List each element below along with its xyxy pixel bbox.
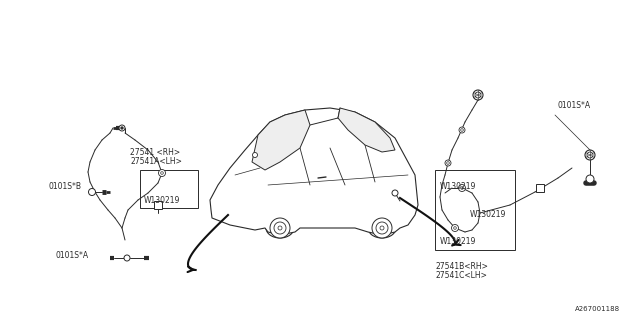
- Circle shape: [124, 255, 130, 261]
- Circle shape: [458, 185, 465, 191]
- Circle shape: [253, 153, 257, 157]
- Circle shape: [473, 90, 483, 100]
- Circle shape: [159, 170, 166, 177]
- Circle shape: [270, 218, 290, 238]
- Text: 27541C<LH>: 27541C<LH>: [435, 271, 487, 280]
- Text: 27541 <RH>: 27541 <RH>: [130, 148, 180, 157]
- Text: 0101S*B: 0101S*B: [48, 181, 81, 190]
- Circle shape: [392, 190, 398, 196]
- Bar: [536, 184, 544, 192]
- Text: W130219: W130219: [144, 196, 180, 205]
- Circle shape: [119, 125, 125, 131]
- Bar: [140, 170, 198, 208]
- Circle shape: [274, 222, 286, 234]
- Circle shape: [376, 222, 388, 234]
- Circle shape: [461, 129, 463, 131]
- Circle shape: [88, 188, 95, 196]
- Circle shape: [121, 127, 124, 129]
- Text: 0101S*A: 0101S*A: [558, 100, 591, 109]
- Text: 27541A<LH>: 27541A<LH>: [130, 157, 182, 166]
- Circle shape: [459, 127, 465, 133]
- Text: W130219: W130219: [470, 210, 506, 219]
- Circle shape: [461, 187, 463, 189]
- Text: A267001188: A267001188: [575, 306, 620, 312]
- Circle shape: [372, 218, 392, 238]
- Circle shape: [380, 226, 384, 230]
- Circle shape: [445, 160, 451, 166]
- Circle shape: [587, 152, 593, 158]
- Circle shape: [278, 226, 282, 230]
- Text: 27541B<RH>: 27541B<RH>: [435, 262, 488, 271]
- Bar: [154, 201, 162, 209]
- Bar: [435, 170, 515, 250]
- Polygon shape: [252, 110, 310, 170]
- Circle shape: [586, 175, 594, 183]
- Circle shape: [475, 92, 481, 98]
- Text: W130219: W130219: [440, 182, 476, 191]
- Circle shape: [161, 172, 163, 174]
- Circle shape: [585, 150, 595, 160]
- Circle shape: [447, 162, 449, 164]
- Text: 0101S*A: 0101S*A: [55, 252, 88, 260]
- Circle shape: [454, 227, 456, 229]
- Circle shape: [451, 225, 458, 231]
- Polygon shape: [338, 108, 395, 152]
- Text: W130219: W130219: [440, 237, 476, 246]
- Polygon shape: [210, 108, 418, 235]
